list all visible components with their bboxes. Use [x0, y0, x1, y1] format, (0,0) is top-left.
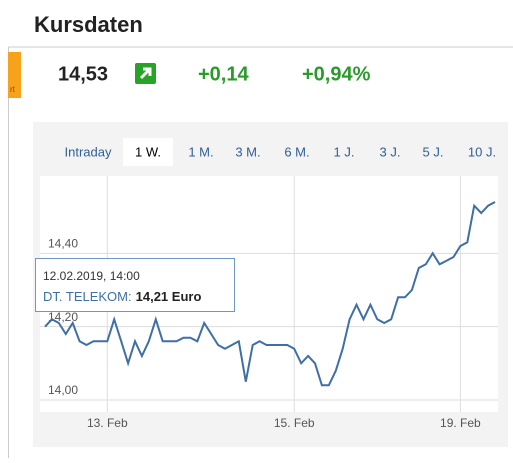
tab[interactable]: 3 M. — [235, 144, 260, 159]
x-tick-label: 15. Feb — [274, 416, 315, 430]
tab[interactable]: Intraday — [65, 144, 112, 159]
tooltip-date: 12.02.2019, 14:00 — [43, 269, 140, 283]
price-line — [44, 201, 496, 387]
source-tag — [8, 52, 21, 98]
price: 14,53 — [58, 63, 108, 85]
y-tick-label: 14,00 — [48, 383, 78, 397]
y-tick-label: 14,40 — [48, 237, 78, 251]
tab[interactable]: 6 M. — [284, 144, 309, 159]
source: rt — [10, 85, 16, 94]
x-tick-label: 13. Feb — [87, 416, 128, 430]
tab[interactable]: 5 J. — [423, 144, 444, 159]
tooltip-box — [35, 258, 235, 312]
tab[interactable]: 1 M. — [188, 144, 213, 159]
trend-icon — [135, 63, 156, 84]
title: Kursdaten — [34, 12, 143, 37]
tab[interactable]: 1 W. — [135, 144, 161, 159]
tab[interactable]: 10 J. — [468, 144, 496, 159]
tab[interactable]: 3 J. — [380, 144, 401, 159]
change: +0,14 — [198, 63, 249, 85]
change-pct: +0,94% — [302, 63, 371, 85]
tab[interactable]: 1 J. — [334, 144, 355, 159]
tooltip-name: DT. TELEKOM: — [43, 289, 132, 304]
tab-selected-bg — [123, 138, 173, 166]
tooltip: 12.02.2019, 14:00 DT. TELEKOM: 14,21 Euro — [35, 258, 235, 312]
x-tick-label: 19. Feb — [440, 416, 481, 430]
tooltip-value: 14,21 Euro — [136, 289, 202, 304]
tooltip-line: DT. TELEKOM: 14,21 Euro — [43, 289, 201, 304]
